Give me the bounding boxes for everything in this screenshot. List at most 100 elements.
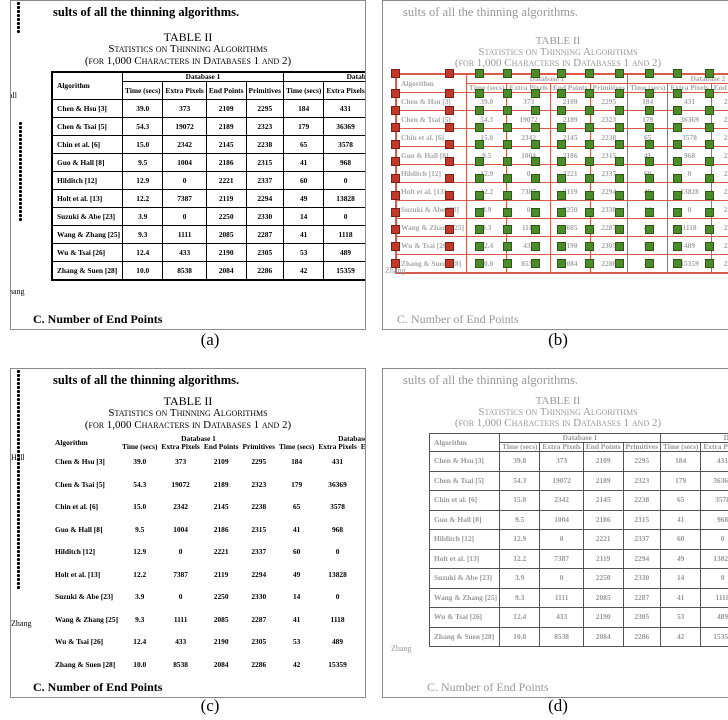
table-cell: 2189 <box>582 470 624 491</box>
table-cell: 179 <box>282 117 325 136</box>
grid-marker <box>531 69 540 78</box>
grid-marker <box>557 89 566 98</box>
table-cell: 10.0 <box>122 261 164 281</box>
algorithm-name: Holt et al. [13] <box>428 548 501 569</box>
table-cell: 2186 <box>205 153 247 172</box>
algorithm-name: Chen & Tsai [5] <box>428 470 501 491</box>
header-time: Time (secs) <box>466 83 508 93</box>
table-cell: 2085 <box>205 225 247 244</box>
table-cell: 7387 <box>506 182 551 201</box>
header-prim: Primitives <box>245 81 284 100</box>
table-cell: 2286 <box>251 659 267 669</box>
caption-a: (a) <box>200 330 220 349</box>
table-row: Guo & Hall [8]9.510042186231541968235124… <box>428 509 728 530</box>
grid-marker <box>391 157 400 166</box>
table-cell: 2109 <box>582 451 624 472</box>
table-cell: 0 <box>323 171 365 190</box>
table-cell: 2229 <box>359 609 365 632</box>
table-cell: 12.4 <box>133 637 147 647</box>
algorithm-name: Wu & Tsai [26] <box>55 637 104 647</box>
margin-dots <box>17 369 23 590</box>
table-cell: 49 <box>659 548 702 569</box>
table-cell: 2221 <box>582 529 624 550</box>
table-row: Chin et al. [6]15.0234221452238653578249… <box>428 490 728 511</box>
grid-marker <box>645 140 654 149</box>
table-cell: 12.9 <box>466 164 508 183</box>
grid-marker <box>673 242 682 251</box>
table-cell: 2250 <box>205 207 247 226</box>
table-cell: 19072 <box>171 479 190 489</box>
margin-note: Zhang <box>11 619 32 628</box>
algorithm-name: Suzuki & Abe [23] <box>55 592 114 602</box>
table-cell: 0 <box>506 200 551 219</box>
grid-marker <box>503 242 512 251</box>
grid-marker <box>585 174 594 183</box>
table-cell: 13828 <box>700 548 728 569</box>
table-cell: 8538 <box>173 659 188 669</box>
table-row: Chen & Tsai [5]54.3190722189232317936369… <box>428 470 728 491</box>
grid-marker <box>705 157 714 166</box>
grid-marker <box>557 157 566 166</box>
grid-marker <box>645 191 654 200</box>
table-cell: 41 <box>659 587 702 608</box>
table-cell: 42 <box>659 626 702 647</box>
grid-marker <box>475 157 484 166</box>
table-cell: 9.5 <box>466 146 508 165</box>
grid-marker <box>673 89 682 98</box>
table-cell: 2305 <box>622 607 661 628</box>
table-cell: 2238 <box>251 502 267 512</box>
grid-marker <box>475 225 484 234</box>
grid-marker <box>391 225 400 234</box>
table-cell: 0 <box>539 568 584 589</box>
section-heading: C. Number of End Points <box>33 680 163 694</box>
table-row: Guo & Hall [8]9.510042186231541968235124… <box>395 146 728 165</box>
header-extra: Extra Pixels <box>318 442 357 451</box>
algorithm-name: Guo & Hall [8] <box>51 153 124 172</box>
table-cell: 9.5 <box>499 509 541 530</box>
algorithm-name: Wu & Tsai [26] <box>428 607 501 628</box>
grid-marker <box>503 140 512 149</box>
table-cell: 12.2 <box>499 548 541 569</box>
table-cell: 2281 <box>359 564 365 587</box>
algorithm-name: Zhang & Suen [28] <box>395 254 468 274</box>
header-extra: Extra Pixels <box>506 83 551 93</box>
table-cell: 0 <box>539 529 584 550</box>
grid-marker <box>585 89 594 98</box>
grid-marker <box>503 208 512 217</box>
table-cell: 15.0 <box>133 502 147 512</box>
table-cell: 39.0 <box>122 99 164 118</box>
grid-marker <box>673 191 682 200</box>
table-cell: 14 <box>282 207 325 226</box>
grid-marker <box>557 140 566 149</box>
table-cell: 2145 <box>213 502 229 512</box>
grid-marker <box>445 259 454 268</box>
grid-marker <box>673 123 682 132</box>
table-cell: 2250 <box>582 568 624 589</box>
table-cell: 184 <box>282 99 325 118</box>
table-cell: 42 <box>292 659 301 669</box>
grid-marker <box>391 140 400 149</box>
grid-marker <box>705 174 714 183</box>
algorithm-name: Guo & Hall [8] <box>428 509 501 530</box>
table-cell: 2190 <box>582 607 624 628</box>
grid-marker <box>673 140 682 149</box>
table-cell: 2189 <box>213 479 229 489</box>
algorithm-name: Guo & Hall [8] <box>55 524 103 534</box>
table-cell: 1004 <box>506 146 551 165</box>
algorithm-name: Chen & Tsai [5] <box>51 117 124 136</box>
table-cell: 1118 <box>323 225 365 244</box>
grid-marker <box>531 174 540 183</box>
margin-note: hang <box>10 287 25 296</box>
grid-marker <box>557 174 566 183</box>
table-cell: 2342 <box>506 128 551 147</box>
grid-marker <box>531 225 540 234</box>
grid-marker <box>531 259 540 268</box>
grid-marker <box>615 69 624 78</box>
grid-marker <box>705 89 714 98</box>
table-cell: 2323 <box>622 470 661 491</box>
algorithm-name: Chin et al. [6] <box>395 128 468 147</box>
table-cell: 0 <box>700 568 728 589</box>
table-cell: 433 <box>175 637 187 647</box>
table-row: Suzuki & Abe [23]3.902250233014024472511 <box>51 586 365 609</box>
